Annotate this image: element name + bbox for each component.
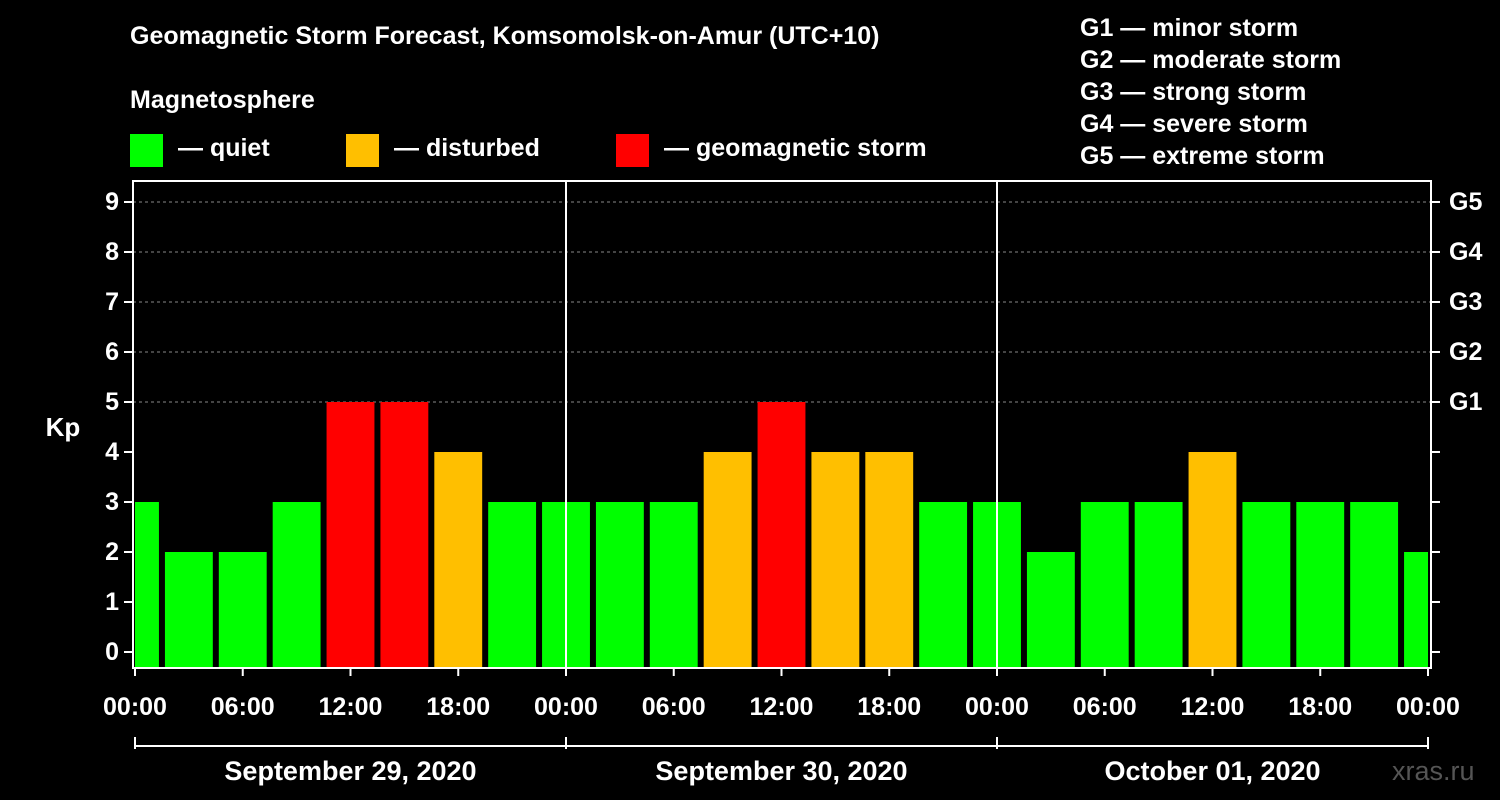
legend-swatch-quiet bbox=[130, 134, 163, 167]
x-tick-label: 12:00 bbox=[319, 693, 383, 721]
y-tick-label: 6 bbox=[105, 338, 119, 366]
kp-bar bbox=[1296, 502, 1345, 668]
legend-label-disturbed: — disturbed bbox=[394, 134, 540, 162]
kp-bar bbox=[326, 402, 375, 668]
kp-bar bbox=[1026, 552, 1075, 668]
kp-bar bbox=[1134, 502, 1183, 668]
g-scale-g5: G5 — extreme storm bbox=[1080, 142, 1325, 170]
x-tick-label: 12:00 bbox=[1181, 693, 1245, 721]
y-tick-label: 1 bbox=[105, 588, 119, 616]
kp-bar bbox=[919, 502, 968, 668]
y-tick-label: 8 bbox=[105, 238, 119, 266]
kp-bar bbox=[164, 552, 213, 668]
x-tick-label: 18:00 bbox=[857, 693, 921, 721]
y-tick-label: 7 bbox=[105, 288, 119, 316]
day-label: September 30, 2020 bbox=[655, 756, 907, 786]
g-scale-g3: G3 — strong storm bbox=[1080, 78, 1307, 106]
legend-swatch-disturbed bbox=[346, 134, 379, 167]
g-scale-g2: G2 — moderate storm bbox=[1080, 46, 1342, 74]
legend-swatch-storm bbox=[616, 134, 649, 167]
kp-bar bbox=[135, 502, 159, 668]
legend-label-storm: — geomagnetic storm bbox=[664, 134, 927, 162]
g-level-label: G3 bbox=[1449, 288, 1482, 316]
x-tick-label: 00:00 bbox=[1396, 693, 1460, 721]
x-tick-label: 06:00 bbox=[1073, 693, 1137, 721]
x-tick-label: 06:00 bbox=[642, 693, 706, 721]
kp-bar bbox=[272, 502, 321, 668]
x-tick-label: 06:00 bbox=[211, 693, 275, 721]
legend-label-quiet: — quiet bbox=[178, 134, 270, 162]
watermark: xras.ru bbox=[1392, 756, 1475, 786]
kp-bar bbox=[1350, 502, 1399, 668]
legend-heading: Magnetosphere bbox=[130, 86, 315, 114]
x-tick-label: 18:00 bbox=[1288, 693, 1352, 721]
kp-bar bbox=[595, 502, 644, 668]
y-tick-label: 3 bbox=[105, 488, 119, 516]
g-scale-g1: G1 — minor storm bbox=[1080, 14, 1299, 42]
x-tick-label: 18:00 bbox=[426, 693, 490, 721]
kp-bar bbox=[1242, 502, 1291, 668]
kp-bar bbox=[488, 502, 537, 668]
kp-bar bbox=[380, 402, 429, 668]
y-tick-label: 2 bbox=[105, 538, 119, 566]
kp-bar bbox=[1188, 452, 1237, 668]
kp-bar bbox=[434, 452, 483, 668]
y-axis-label: Kp bbox=[46, 412, 81, 442]
kp-bar bbox=[811, 452, 860, 668]
y-tick-label: 9 bbox=[105, 188, 119, 216]
y-tick-label: 0 bbox=[105, 638, 119, 666]
kp-bar bbox=[1080, 502, 1129, 668]
day-label: October 01, 2020 bbox=[1104, 756, 1320, 786]
x-tick-label: 00:00 bbox=[965, 693, 1029, 721]
kp-bar bbox=[757, 402, 806, 668]
kp-bar bbox=[1404, 552, 1428, 668]
x-tick-label: 12:00 bbox=[750, 693, 814, 721]
y-tick-label: 4 bbox=[105, 438, 119, 466]
kp-bar bbox=[649, 502, 698, 668]
g-level-label: G1 bbox=[1449, 388, 1482, 416]
g-level-label: G4 bbox=[1449, 238, 1482, 266]
kp-bar bbox=[703, 452, 752, 668]
kp-bar bbox=[865, 452, 914, 668]
kp-bar bbox=[218, 552, 267, 668]
y-tick-label: 5 bbox=[105, 388, 119, 416]
g-scale-g4: G4 — severe storm bbox=[1080, 110, 1308, 138]
g-level-label: G2 bbox=[1449, 338, 1482, 366]
day-label: September 29, 2020 bbox=[224, 756, 476, 786]
x-tick-label: 00:00 bbox=[534, 693, 598, 721]
g-level-label: G5 bbox=[1449, 188, 1482, 216]
chart-title: Geomagnetic Storm Forecast, Komsomolsk-o… bbox=[130, 22, 880, 50]
x-tick-label: 00:00 bbox=[103, 693, 167, 721]
